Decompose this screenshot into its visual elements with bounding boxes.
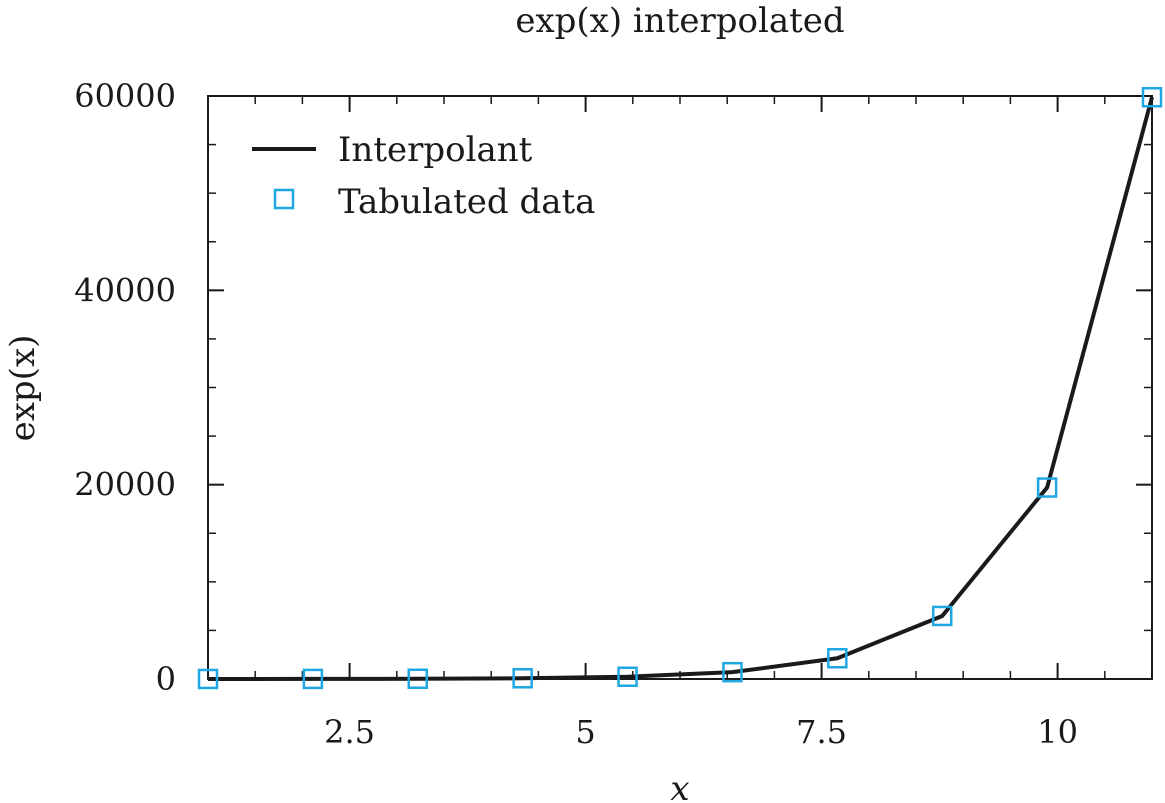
y-axis-label: exp(x) <box>3 335 43 442</box>
x-tick-label: 7.5 <box>796 713 847 751</box>
series-layer <box>197 86 1163 690</box>
tabulated-data-point <box>1036 477 1058 498</box>
tabulated-data-point <box>827 647 848 669</box>
tabulated-data-point <box>722 661 743 683</box>
legend-square-marker <box>273 188 295 210</box>
y-tick-label: 0 <box>156 660 176 698</box>
x-tick-label: 2.5 <box>324 713 375 751</box>
tabulated-data-point <box>197 668 219 690</box>
tabulated-data-point <box>617 666 638 688</box>
x-tick-label: 10 <box>1037 713 1078 751</box>
tabulated-data-point <box>1141 86 1163 108</box>
tabulated-data-point <box>931 605 953 627</box>
tabulated-data-point <box>512 668 533 689</box>
y-tick-label: 40000 <box>74 271 176 309</box>
legend: Interpolant Tabulated data <box>252 130 595 222</box>
chart-title: exp(x) interpolated <box>515 1 844 41</box>
y-tick-label: 60000 <box>74 77 176 115</box>
interpolant-line <box>207 96 1154 681</box>
tabulated-data-point <box>407 668 429 690</box>
legend-label-tabulated-data: Tabulated data <box>338 182 595 222</box>
tick-labels: 2.5 5 7.5 10 0 20000 40000 60000 <box>74 77 1078 751</box>
tabulated-data-point <box>302 668 324 690</box>
x-axis-label: x <box>670 769 689 803</box>
legend-label-interpolant: Interpolant <box>338 130 533 170</box>
y-tick-label: 20000 <box>74 466 176 504</box>
x-tick-label: 5 <box>575 713 595 751</box>
